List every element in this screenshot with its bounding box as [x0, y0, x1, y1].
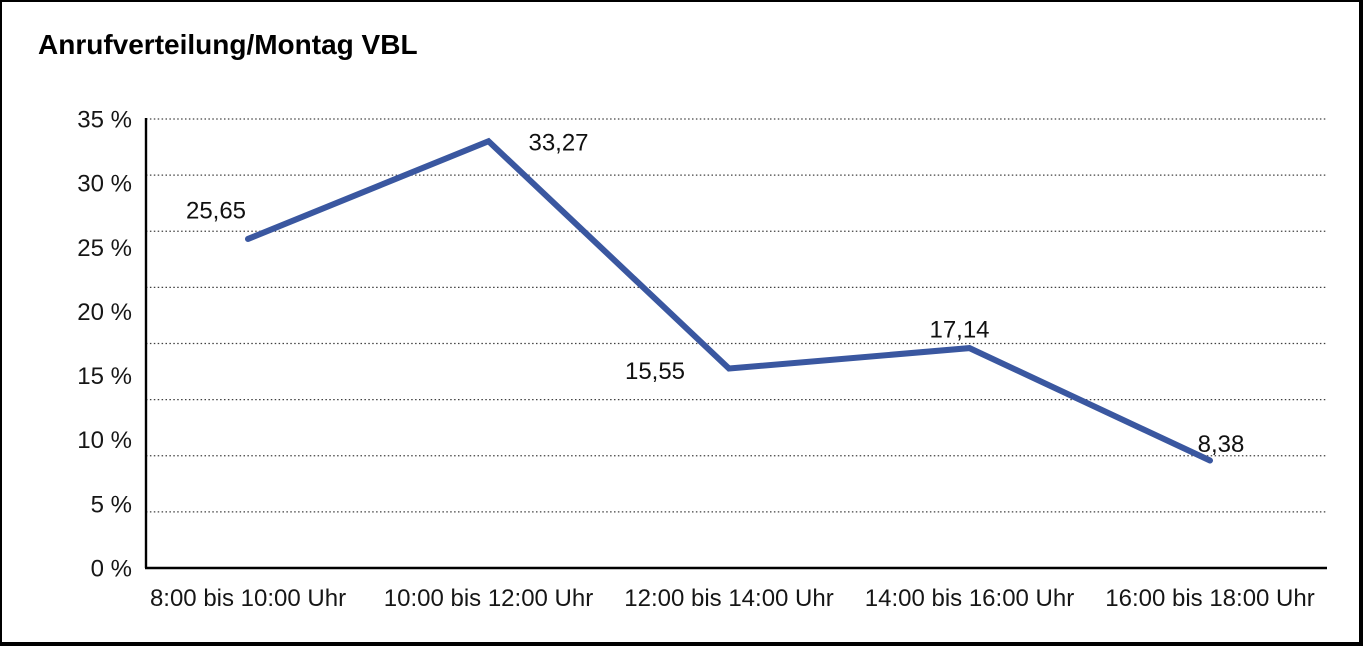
- y-tick-label: 30 %: [77, 171, 132, 198]
- y-tick-label: 25 %: [77, 235, 132, 262]
- y-tick-label: 20 %: [77, 299, 132, 326]
- x-tick-label: 10:00 bis 12:00 Uhr: [384, 585, 593, 612]
- y-tick-label: 10 %: [77, 427, 132, 454]
- y-tick-label: 35 %: [77, 107, 132, 134]
- y-tick-label: 0 %: [91, 556, 132, 583]
- data-point-label: 33,27: [528, 130, 588, 157]
- data-point-label: 25,65: [186, 197, 246, 224]
- y-tick-label: 5 %: [91, 491, 132, 518]
- x-tick-label: 8:00 bis 10:00 Uhr: [150, 585, 346, 612]
- x-tick-label: 14:00 bis 16:00 Uhr: [865, 585, 1074, 612]
- data-point-label: 17,14: [929, 317, 989, 344]
- data-point-label: 8,38: [1198, 431, 1245, 458]
- x-tick-label: 12:00 bis 14:00 Uhr: [624, 585, 833, 612]
- chart-title: Anrufverteilung/Montag VBL: [38, 29, 418, 60]
- data-line: [245, 137, 1213, 464]
- data-point-label: 15,55: [625, 358, 685, 385]
- x-tick-label: 16:00 bis 18:00 Uhr: [1105, 585, 1314, 612]
- y-tick-label: 15 %: [77, 363, 132, 390]
